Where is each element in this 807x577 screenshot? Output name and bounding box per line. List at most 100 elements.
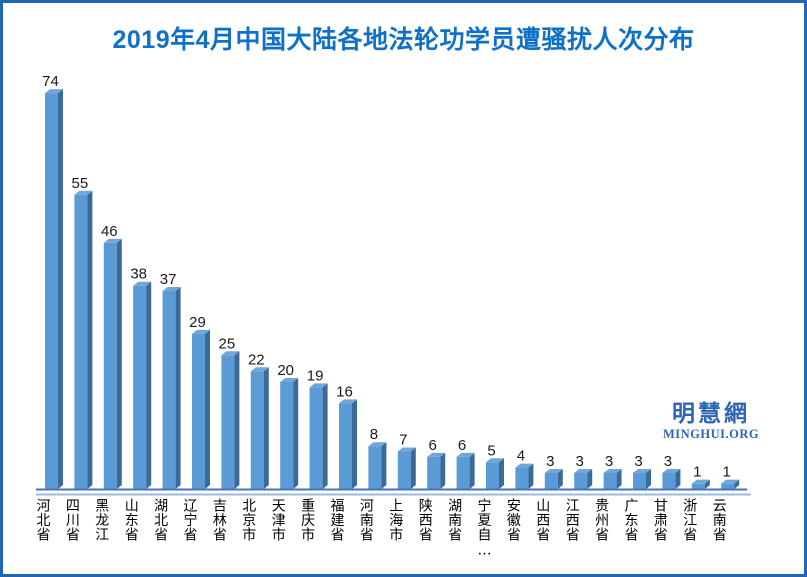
category-label: 省 — [448, 528, 462, 544]
bar-side — [381, 442, 387, 489]
bar-side — [352, 399, 357, 489]
bar-group: 22 北京市 — [242, 351, 269, 544]
bar-top — [574, 468, 593, 473]
bar-front — [515, 467, 529, 489]
bar-front — [662, 472, 676, 489]
bar-group: 3 山西省 — [536, 453, 563, 544]
category-label: 宁 — [184, 512, 198, 529]
category-label: 江 — [683, 513, 697, 529]
bar-top — [633, 468, 651, 473]
category-label: 湖 — [448, 499, 462, 515]
category-label: 湖 — [154, 499, 168, 515]
category-label: 省 — [683, 528, 697, 544]
category-label: 市 — [301, 527, 315, 544]
bar-front — [427, 456, 441, 489]
bar-top — [662, 468, 681, 473]
category-label: 省 — [213, 528, 227, 544]
bar-value-label: 6 — [429, 437, 437, 454]
bar-group: 29 辽宁省 — [184, 314, 210, 544]
bar-value-label: 5 — [487, 442, 495, 459]
bar-top — [103, 238, 122, 243]
category-label: 省 — [66, 528, 80, 544]
category-label: 省 — [566, 528, 580, 544]
bar-value-label: 22 — [248, 351, 265, 368]
bar-front — [103, 242, 117, 489]
bar-group: 6 湖南省 — [448, 437, 475, 544]
bar-value-label: 20 — [277, 362, 294, 379]
bar-group: 74 河北省 — [37, 73, 63, 544]
bar-top — [74, 190, 93, 195]
category-label: 津 — [272, 513, 286, 529]
bar-front — [162, 291, 176, 489]
category-label: 福 — [331, 499, 345, 515]
category-label: 市 — [272, 527, 286, 544]
category-label: 南 — [448, 513, 462, 529]
category-label: 川 — [66, 513, 80, 529]
bar-side — [116, 238, 122, 489]
bar-front — [721, 483, 735, 489]
bar-value-label: 16 — [336, 383, 353, 400]
category-label: 自 — [478, 528, 492, 544]
bar-top — [133, 281, 152, 286]
category-label: 辽 — [184, 499, 198, 515]
category-label: 西 — [419, 513, 433, 529]
bar-value-label: 74 — [42, 73, 59, 90]
bar-front — [397, 451, 411, 489]
bar-side — [528, 463, 534, 489]
bar-value-label: 25 — [219, 335, 236, 352]
bar-group: 20 天津市 — [272, 362, 299, 544]
bar-top — [427, 452, 446, 457]
bar-top — [486, 458, 504, 463]
minghui-logo-cjk: 明慧網 — [672, 400, 750, 427]
bar-group: 55 四川省 — [66, 175, 93, 544]
category-label: 南 — [713, 513, 727, 529]
category-label: 甘 — [654, 499, 668, 515]
category-label: 北 — [154, 513, 168, 529]
category-label: 江 — [95, 528, 109, 544]
bar-front — [250, 371, 264, 489]
category-label: 省 — [360, 528, 374, 544]
bar-group: 3 广东省 — [625, 453, 651, 544]
bar-top — [721, 479, 740, 484]
bar-side — [205, 329, 210, 489]
bar-side — [58, 89, 63, 489]
bar-top — [456, 452, 475, 457]
category-label: 东 — [625, 513, 639, 529]
category-label: 海 — [389, 513, 403, 529]
bar-group: 3 甘肃省 — [654, 453, 681, 544]
category-label: 河 — [37, 499, 51, 515]
bar-side — [293, 378, 299, 489]
bar-value-label: 38 — [130, 266, 147, 283]
category-label: 省 — [154, 528, 168, 544]
bar-value-label: 3 — [546, 453, 554, 470]
bar-group: 25 吉林省 — [213, 335, 240, 544]
category-label: 州 — [595, 513, 609, 529]
bar-side — [499, 458, 504, 489]
bar-front — [339, 403, 352, 489]
bar-top — [368, 442, 387, 447]
bar-value-label: 7 — [399, 432, 407, 449]
category-label: 龙 — [95, 513, 109, 529]
bar-front — [633, 472, 646, 489]
category-label: 黑 — [95, 499, 109, 515]
bar-top — [397, 447, 416, 452]
category-label: 省 — [37, 528, 51, 544]
bar-front — [133, 285, 147, 489]
bar-side — [146, 281, 152, 489]
bar-side — [263, 367, 269, 489]
bar-value-label: 55 — [72, 175, 89, 192]
category-label: 南 — [360, 513, 374, 529]
bar-top — [45, 89, 63, 94]
bar-front — [456, 456, 470, 489]
bar-value-label: 4 — [517, 448, 525, 465]
bar-top — [603, 468, 622, 473]
category-label: 江 — [566, 499, 580, 515]
bar-group: 3 贵州省 — [595, 453, 622, 544]
bar-top — [544, 468, 563, 473]
bar-group: 6 陕西省 — [419, 437, 446, 544]
category-label: 建 — [331, 513, 345, 529]
bar-group: 1 浙江省 — [683, 464, 710, 544]
category-label: 夏 — [478, 513, 492, 529]
bar-front — [544, 472, 558, 489]
bar-side — [87, 190, 93, 489]
